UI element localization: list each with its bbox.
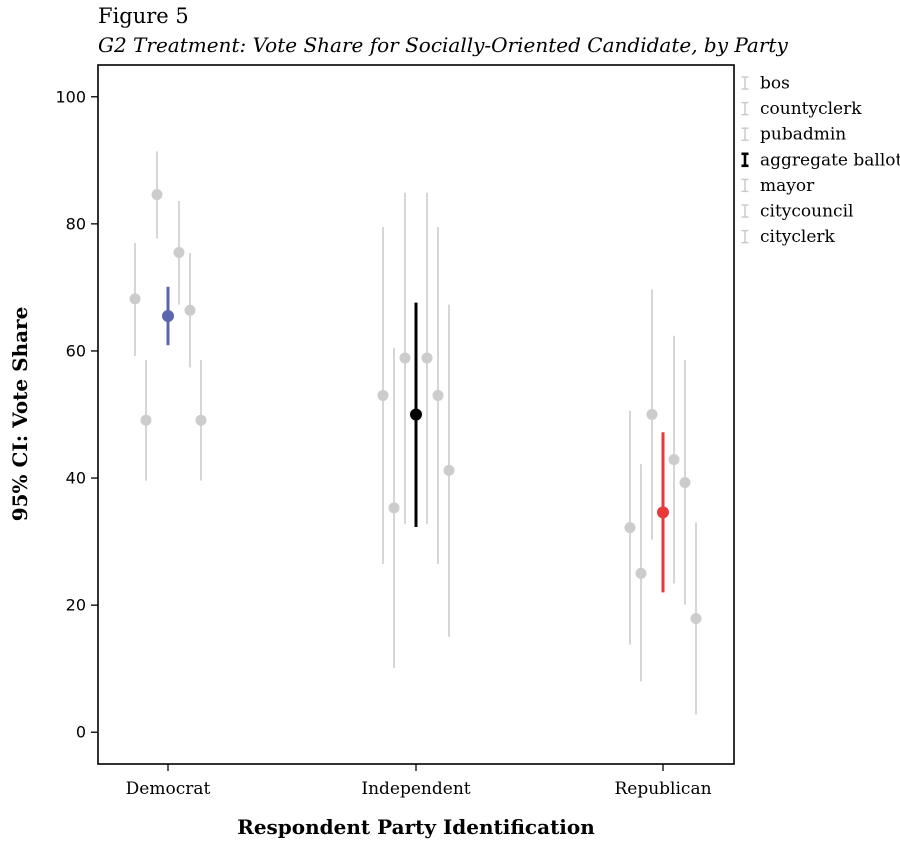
legend-item: bos [741,74,790,94]
x-tick-label: Republican [614,779,711,799]
legend-item: countyclerk [741,99,862,119]
point-estimate [421,352,433,364]
error-bar-point [410,302,422,527]
y-tick-label: 40 [66,469,86,488]
legend-symbol [741,229,749,244]
legend-label: bos [760,74,790,94]
error-bar-point [679,359,691,605]
x-axis-title: Respondent Party Identification [237,815,595,839]
point-estimate [184,304,196,316]
legend-symbol [741,152,749,168]
error-bar-point [162,286,174,346]
error-bar-point [432,227,444,564]
legend-label: cityclerk [760,227,836,247]
legend-label: mayor [760,176,815,196]
y-tick-label: 0 [76,723,86,742]
point-estimate [635,567,647,579]
error-bar-point [443,304,455,637]
point-estimate [443,464,455,476]
error-bar-point [129,242,141,357]
y-axis: 0 20 40 60 80 100 [55,87,98,742]
error-bar-point [690,522,702,715]
x-tick-label: Independent [361,779,470,799]
point-estimate [140,414,152,426]
error-bar-point [140,359,152,481]
error-bar-point [635,464,647,682]
error-bar-point [377,227,389,564]
error-bar-point [624,410,636,645]
error-bar-point [151,151,163,239]
legend-label: countyclerk [760,99,862,119]
point-estimate [668,454,680,466]
error-bar-point [421,192,433,524]
error-bar-point [646,289,658,540]
legend-item: cityclerk [741,227,836,247]
point-estimate [432,389,444,401]
data-marks [129,151,702,715]
error-bar-point [173,200,185,305]
chart-title: G2 Treatment: Vote Share for Socially-Or… [98,33,788,57]
point-estimate [151,189,163,201]
legend-symbol [741,101,749,116]
point-estimate [173,246,185,258]
legend-symbol [741,204,749,218]
point-estimate [646,409,658,420]
error-bar-point [184,253,196,368]
point-estimate [162,310,174,323]
legend-symbol [741,178,749,193]
point-estimate [690,612,702,624]
point-estimate [410,408,422,421]
x-tick-label: Democrat [126,779,211,799]
legend-symbol [741,76,749,90]
error-bar-point [657,432,669,593]
error-bar-point [388,347,400,669]
point-estimate [388,502,400,514]
legend: bos countyclerk pubadmin aggregate ballot ma… [741,74,900,247]
legend-label: pubadmin [760,125,846,145]
y-axis-title: 95% CI: Vote Share [8,307,32,522]
point-estimate [399,352,411,364]
legend-symbol [741,127,749,141]
legend-label: aggregate ballot [760,150,900,170]
legend-label: citycouncil [760,202,853,222]
point-estimate [129,293,141,305]
legend-item: pubadmin [741,125,846,145]
legend-item: aggregate ballot [741,150,900,170]
y-tick-label: 60 [66,341,86,360]
x-axis: Democrat Independent Republican [126,764,712,799]
error-bar-point [195,359,207,481]
y-tick-label: 100 [55,87,86,106]
point-estimate [377,389,389,401]
point-estimate [657,506,669,519]
legend-item: mayor [741,176,815,196]
point-estimate [679,476,691,488]
y-tick-label: 80 [66,214,86,233]
point-estimate [195,414,207,426]
y-tick-label: 20 [66,596,86,615]
error-bar-point [668,335,680,584]
legend-item: citycouncil [741,202,853,222]
error-bar-point [399,192,411,524]
point-estimate [624,522,636,534]
figure-label: Figure 5 [98,4,189,28]
